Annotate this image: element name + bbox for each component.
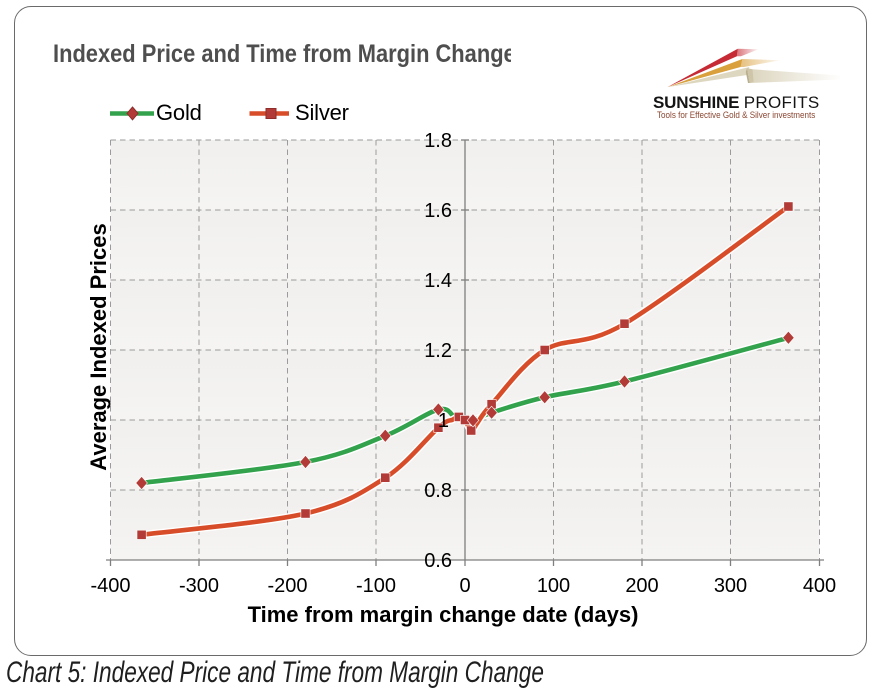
svg-text:-300: -300 [179,575,219,597]
svg-text:400: 400 [803,575,836,597]
svg-text:1.2: 1.2 [424,340,452,362]
svg-text:1: 1 [438,410,449,432]
svg-text:-100: -100 [356,575,396,597]
svg-text:0.8: 0.8 [424,480,452,502]
svg-text:300: 300 [714,575,747,597]
svg-text:200: 200 [625,575,658,597]
svg-text:0: 0 [459,575,470,597]
svg-text:0.6: 0.6 [424,550,452,572]
svg-text:1.8: 1.8 [424,130,452,152]
svg-text:1.6: 1.6 [424,200,452,222]
svg-text:100: 100 [537,575,570,597]
svg-text:1.4: 1.4 [424,270,452,292]
svg-text:-200: -200 [267,575,307,597]
svg-text:-400: -400 [90,575,130,597]
